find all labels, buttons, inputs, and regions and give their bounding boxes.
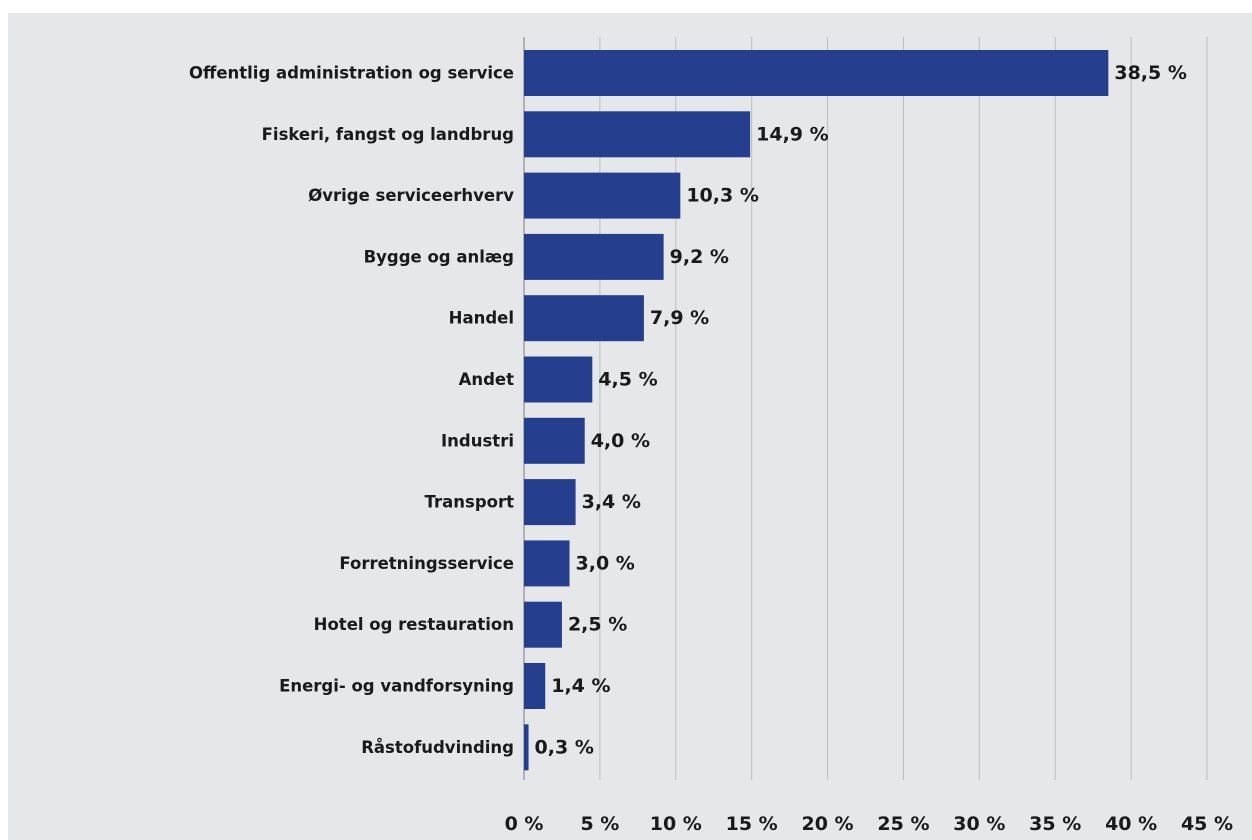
x-tick-label: 10 % [650,813,702,835]
bar [524,111,751,158]
value-label: 3,0 % [576,552,635,574]
bar [524,50,1109,96]
value-label: 14,9 % [756,123,829,145]
value-label: 10,3 % [686,185,759,207]
value-label: 38,5 % [1114,62,1187,84]
x-tick-label: 40 % [1105,813,1157,835]
bar [524,601,562,648]
x-tick-label: 25 % [877,813,929,835]
bar [524,172,681,219]
bar [524,663,546,709]
value-label: 9,2 % [670,246,729,268]
value-label: 3,4 % [582,491,641,513]
category-labels: Offentlig administration og service Fiske… [189,64,514,757]
value-labels: 38,5 % 14,9 % 10,3 % 9,2 % 7,9 % 4,5 % 4,0 % 3,… [535,62,1187,758]
value-label: 1,4 % [551,675,610,697]
chart-panel: Offentlig administration og service Fiske… [8,13,1252,840]
category-label: Råstofudvinding [361,738,514,757]
category-label: Transport [425,493,515,512]
category-label: Hotel og restauration [314,615,514,634]
value-label: 0,3 % [535,736,594,758]
gridlines [523,37,1208,780]
bars [524,50,1109,771]
category-label: Forretningsservice [339,554,514,573]
bar [524,295,644,342]
category-label: Fiskeri, fangst og landbrug [262,125,514,144]
category-label: Offentlig administration og service [189,64,514,83]
x-axis-tick-labels: 0 % 5 % 10 % 15 % 20 % 25 % 30 % 35 % 40 % 45 % [505,813,1233,835]
value-label: 4,5 % [598,369,657,391]
category-label: Energi- og vandforsyning [279,677,514,696]
value-label: 2,5 % [568,614,627,636]
x-tick-label: 15 % [726,813,778,835]
category-label: Handel [449,309,514,328]
bar [524,233,664,280]
bar-chart: Offentlig administration og service Fiske… [8,13,1252,840]
x-tick-label: 5 % [580,813,619,835]
x-tick-label: 0 % [505,813,544,835]
x-tick-label: 45 % [1181,813,1233,835]
x-tick-label: 20 % [802,813,854,835]
bar [524,479,576,526]
value-label: 4,0 % [591,430,650,452]
value-label: 7,9 % [650,307,709,329]
x-tick-label: 35 % [1029,813,1081,835]
category-label: Bygge og anlæg [364,247,514,266]
bar [524,356,593,403]
category-label: Andet [459,370,515,389]
bar [524,724,529,771]
category-label: Industri [441,431,514,450]
bar [524,417,585,464]
category-label: Øvrige serviceerhverv [308,186,514,205]
bar [524,540,570,587]
x-tick-label: 30 % [953,813,1005,835]
